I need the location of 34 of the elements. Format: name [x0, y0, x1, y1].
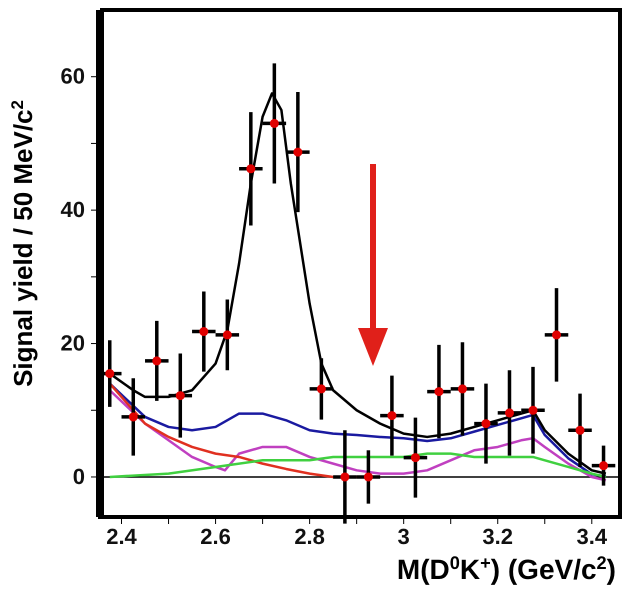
y-tick-label: 60: [60, 64, 85, 89]
point: [364, 472, 373, 482]
point: [293, 148, 302, 157]
x-tick-label: 3: [398, 524, 410, 549]
point: [128, 412, 138, 422]
y-tick-label: 0: [72, 464, 85, 489]
point: [105, 369, 114, 378]
point: [152, 356, 162, 366]
point: [504, 408, 514, 418]
x-tick-label: 2.6: [200, 524, 231, 549]
point: [387, 411, 396, 420]
point: [316, 384, 326, 394]
point: [458, 384, 467, 394]
point: [434, 387, 444, 396]
x-tick-label: 2.4: [106, 524, 138, 549]
x-axis-title: M(D$^{0}$K$^{+}$) (GeV/c$^{2}$): [396, 553, 616, 585]
x-tick-label: 2.8: [294, 524, 325, 549]
point: [552, 330, 562, 340]
point: [270, 118, 279, 128]
point: [576, 426, 585, 435]
point: [599, 461, 608, 470]
point: [176, 391, 185, 400]
y-tick-label: 40: [60, 197, 85, 222]
point: [222, 330, 232, 340]
point: [410, 453, 420, 462]
point: [340, 472, 350, 482]
x-tick-label: 3.4: [576, 524, 608, 549]
point: [246, 164, 256, 174]
line-series: [108, 452, 608, 478]
point: [199, 327, 208, 336]
point: [528, 406, 538, 415]
y-tick-label: 20: [60, 330, 85, 356]
x-tick-label: 3.2: [482, 524, 514, 549]
point: [481, 419, 490, 428]
